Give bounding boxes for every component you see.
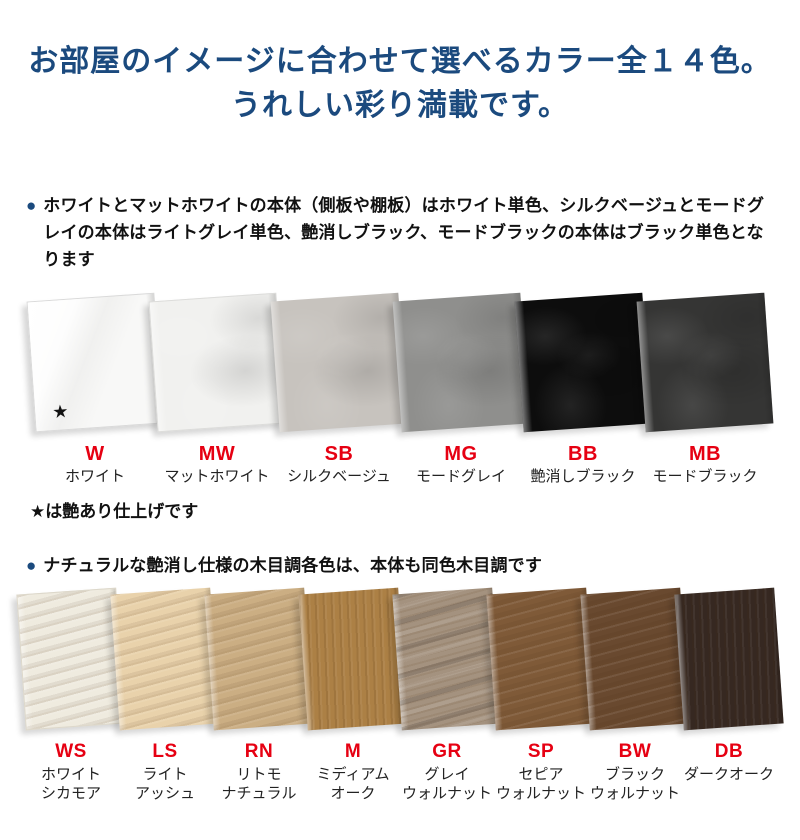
- star-icon: ★: [30, 502, 46, 522]
- swatch-name: 艶消しブラック: [530, 468, 636, 485]
- section2-note-text: ナチュラルな艶消し仕様の木目調各色は、本体も同色木目調です: [43, 556, 543, 575]
- bullet-icon: ●: [26, 196, 37, 215]
- swatch-name: ホワイト: [64, 468, 125, 485]
- swatch-panel-mb: [636, 292, 774, 433]
- swatch-ws: WS ホワイト シカモア: [16, 587, 126, 803]
- swatch-code: M: [344, 741, 362, 762]
- swatch-code: DB: [714, 741, 744, 762]
- swatch-name: グレイ ウォルナット: [401, 766, 492, 802]
- swatch-bb: BB 艶消しブラック: [514, 292, 652, 487]
- swatch-name: リトモ ナチュラル: [221, 766, 297, 802]
- swatch-sp: SP セピア ウォルナット: [486, 587, 596, 803]
- swatch-name: ミディアム オーク: [316, 766, 390, 802]
- swatch-mb: MB モードブラック: [636, 292, 774, 487]
- color-chart-page: お部屋のイメージに合わせて選べるカラー全１４色。 うれしい彩り満載です。 ● ホ…: [0, 40, 800, 840]
- swatch-panel-bb: [514, 292, 652, 433]
- swatch-name: ダークオーク: [683, 766, 774, 783]
- swatch-panel-w: ★: [26, 292, 164, 433]
- swatch-mg: MG モードグレイ: [392, 292, 530, 487]
- swatch-panel-ws: [16, 587, 126, 731]
- swatch-panel-sp: [486, 587, 596, 731]
- swatch-code: RN: [244, 741, 274, 762]
- swatch-name: モードブラック: [652, 468, 758, 485]
- section1-note-text: ホワイトとマットホワイトの本体（側板や棚板）はホワイト単色、シルクベージュとモー…: [43, 196, 765, 269]
- swatch-code: BB: [568, 443, 598, 465]
- swatch-code: SB: [324, 443, 354, 465]
- swatch-code: MB: [688, 443, 722, 465]
- swatch-name: マットホワイト: [164, 468, 270, 485]
- gloss-footnote: ★は艶あり仕上げです: [30, 497, 800, 522]
- swatch-panel-mw: [148, 292, 286, 433]
- swatch-code: WS: [55, 741, 87, 762]
- swatch-code: MG: [444, 443, 478, 465]
- section1-note: ● ホワイトとマットホワイトの本体（側板や棚板）はホワイト単色、シルクベージュと…: [26, 192, 774, 273]
- swatch-name: ライト アッシュ: [134, 766, 195, 802]
- swatch-name: モードグレイ: [415, 468, 506, 485]
- swatch-name: シルクベージュ: [287, 468, 391, 485]
- swatch-rn: RN リトモ ナチュラル: [204, 587, 314, 803]
- swatch-panel-gr: [392, 587, 502, 731]
- swatch-code: W: [85, 443, 105, 465]
- swatch-code: BW: [618, 741, 652, 762]
- swatch-mw: MW マットホワイト: [148, 292, 286, 487]
- swatch-ls: LS ライト アッシュ: [110, 587, 220, 803]
- swatch-panel-m: [298, 587, 408, 731]
- swatch-panel-mg: [392, 292, 530, 433]
- solid-color-swatch-row: ★ W ホワイト MW マットホワイト SB シルクベージュ MG モード: [0, 292, 800, 487]
- swatch-code: LS: [152, 741, 178, 762]
- woodgrain-swatch-row: WS ホワイト シカモア LS ライト アッシュ RN リトモ ナチュラル: [0, 587, 800, 803]
- swatch-gr: GR グレイ ウォルナット: [392, 587, 502, 803]
- swatch-sb: SB シルクベージュ: [270, 292, 408, 487]
- bullet-icon: ●: [26, 556, 37, 575]
- swatch-name: セピア ウォルナット: [495, 766, 586, 802]
- swatch-panel-db: [674, 587, 784, 731]
- page-title-line1: お部屋のイメージに合わせて選べるカラー全１４色。: [28, 45, 772, 78]
- swatch-panel-bw: [580, 587, 690, 731]
- swatch-name: ブラック ウォルナット: [589, 766, 680, 802]
- swatch-w: ★ W ホワイト: [26, 292, 164, 487]
- page-title: お部屋のイメージに合わせて選べるカラー全１４色。 うれしい彩り満載です。: [0, 40, 800, 128]
- swatch-panel-ls: [110, 587, 220, 731]
- section2-note: ● ナチュラルな艶消し仕様の木目調各色は、本体も同色木目調です: [26, 552, 774, 579]
- swatch-panel-rn: [204, 587, 314, 731]
- swatch-code: GR: [432, 741, 462, 762]
- page-title-line2: うれしい彩り満載です。: [231, 89, 569, 122]
- swatch-m: M ミディアム オーク: [298, 587, 408, 803]
- swatch-code: SP: [527, 741, 555, 762]
- swatch-db: DB ダークオーク: [674, 587, 784, 803]
- swatch-name: ホワイト シカモア: [40, 766, 101, 802]
- gloss-star-icon: ★: [51, 400, 70, 424]
- gloss-footnote-text: は艶あり仕上げです: [45, 502, 199, 521]
- swatch-code: MW: [198, 443, 236, 465]
- swatch-bw: BW ブラック ウォルナット: [580, 587, 690, 803]
- swatch-panel-sb: [270, 292, 408, 433]
